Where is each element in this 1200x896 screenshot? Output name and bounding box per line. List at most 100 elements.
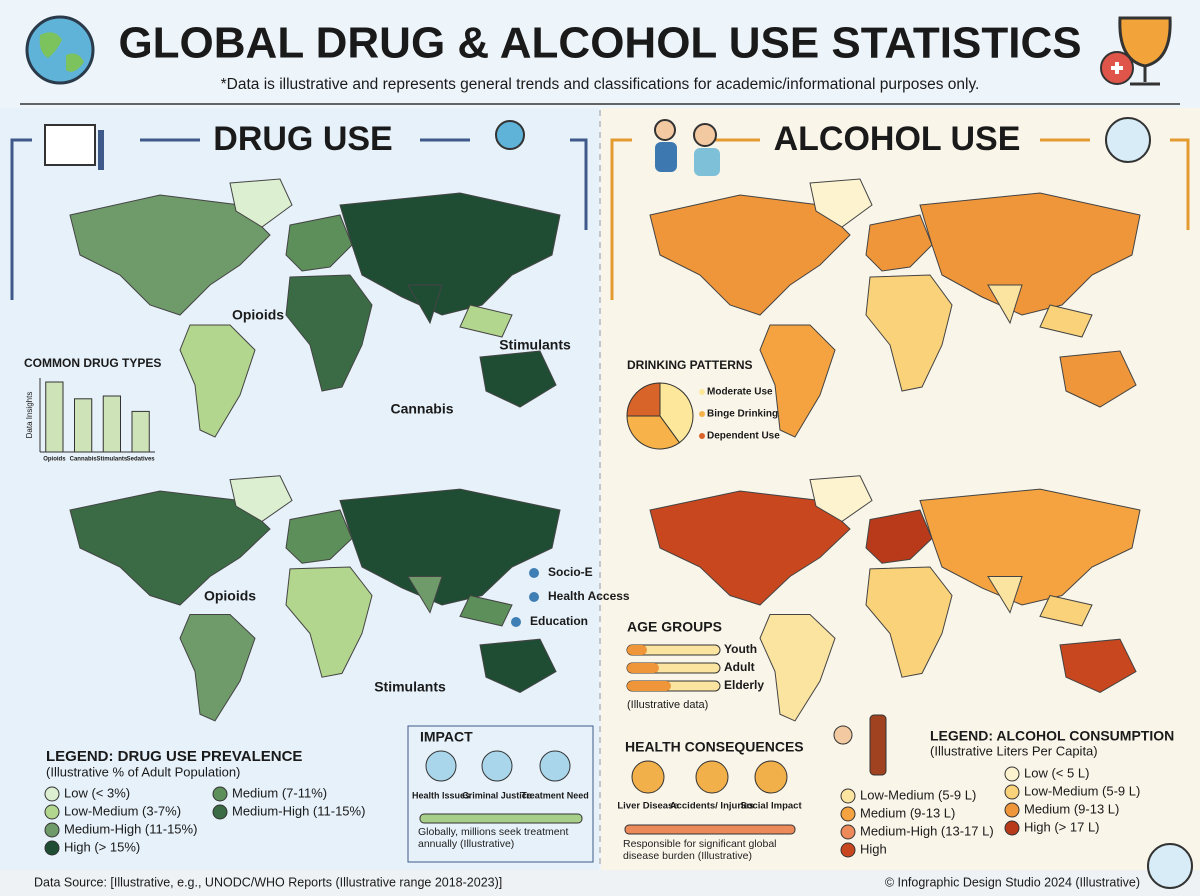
person-icon bbox=[833, 725, 853, 745]
people-icon bbox=[654, 119, 676, 141]
map-label: Opioids bbox=[204, 588, 256, 604]
health-label: Accidents/ Injuries bbox=[670, 801, 754, 812]
legend-label: Low (< 3%) bbox=[64, 785, 130, 800]
health-icon bbox=[695, 760, 729, 794]
drug-frame bbox=[10, 138, 588, 300]
map-region bbox=[285, 566, 373, 678]
map-region bbox=[69, 194, 271, 316]
legend-swatch bbox=[840, 824, 856, 840]
chart-y-label: Data Insights bbox=[25, 392, 34, 439]
impact-note: Globally, millions seek treatment annual… bbox=[418, 826, 569, 850]
legend-swatch bbox=[44, 822, 60, 838]
impact-box bbox=[407, 725, 594, 863]
chart-title: COMMON DRUG TYPES bbox=[24, 356, 161, 370]
legend-swatch bbox=[44, 786, 60, 802]
age-title: AGE GROUPS bbox=[627, 619, 722, 635]
age-note: (Illustrative data) bbox=[627, 699, 708, 711]
map-region bbox=[865, 214, 933, 272]
factor-icon bbox=[529, 568, 539, 578]
header-bg bbox=[0, 0, 1200, 108]
age-label: Adult bbox=[724, 660, 755, 674]
map-region bbox=[987, 576, 1023, 614]
impact-icon bbox=[539, 750, 571, 782]
map-region bbox=[865, 509, 933, 564]
map-region bbox=[987, 284, 1023, 325]
map-region bbox=[285, 214, 353, 272]
legend-swatch bbox=[840, 806, 856, 822]
legend-swatch bbox=[1004, 820, 1020, 836]
map-region bbox=[1059, 350, 1137, 408]
presentation-icon bbox=[44, 124, 96, 166]
pie-slice bbox=[659, 382, 694, 444]
legend-swatch bbox=[1004, 802, 1020, 818]
pie-legend-dot bbox=[699, 433, 705, 439]
map-region bbox=[919, 488, 1141, 606]
drug-title: DRUG USE bbox=[213, 120, 392, 158]
map-region bbox=[1039, 304, 1093, 338]
impact-label: Health Issues bbox=[412, 790, 470, 800]
legend-swatch bbox=[212, 786, 228, 802]
bar-icon bbox=[98, 130, 104, 170]
legend-label: Low-Medium (5-9 L) bbox=[860, 787, 976, 802]
globe-small-icon bbox=[1105, 117, 1151, 163]
impact-icon bbox=[425, 750, 457, 782]
pie-slice bbox=[626, 382, 661, 417]
map-region bbox=[229, 475, 293, 522]
legend-label: Low-Medium (5-9 L) bbox=[1024, 783, 1140, 798]
pie-title: DRINKING PATTERNS bbox=[627, 358, 753, 372]
globe-land bbox=[39, 32, 84, 72]
legend-label: Medium-High (11-15%) bbox=[64, 821, 197, 836]
map-region bbox=[459, 304, 513, 338]
factor-icon bbox=[529, 592, 539, 602]
pie-legend-dot bbox=[699, 389, 705, 395]
alcohol-title: ALCOHOL USE bbox=[774, 120, 1021, 158]
medical-cross bbox=[1111, 62, 1123, 74]
factor-label: Health Access bbox=[548, 589, 630, 603]
map-region bbox=[339, 488, 561, 606]
map-region bbox=[1059, 638, 1137, 693]
impact-bar bbox=[419, 813, 583, 824]
legend-subtitle: (Illustrative % of Adult Population) bbox=[46, 764, 240, 779]
map-region bbox=[179, 324, 256, 438]
people-icon bbox=[495, 120, 525, 150]
bar-label: Stimulants bbox=[97, 457, 128, 463]
map-region bbox=[407, 284, 443, 325]
health-label: Social Impact bbox=[740, 801, 802, 812]
map-region bbox=[865, 274, 953, 392]
bar bbox=[131, 410, 150, 453]
footer-source: Data Source: [Illustrative, e.g., UNODC/… bbox=[34, 875, 502, 889]
map-region bbox=[479, 350, 557, 408]
glass-icon bbox=[1118, 16, 1172, 68]
map-region bbox=[809, 475, 873, 522]
map-label: Cannabis bbox=[390, 401, 453, 417]
pie-legend-label: Binge Drinking bbox=[707, 409, 778, 420]
globe-icon bbox=[25, 15, 95, 85]
age-bar-fill bbox=[627, 663, 659, 673]
globe-corner-icon bbox=[1147, 843, 1193, 889]
map-region bbox=[229, 178, 293, 228]
map-region bbox=[649, 194, 851, 316]
age-label: Elderly bbox=[724, 678, 764, 692]
alcohol-frame bbox=[610, 138, 1190, 300]
bar bbox=[102, 395, 121, 453]
map-region bbox=[407, 576, 443, 614]
map-region bbox=[649, 490, 851, 606]
map-region bbox=[759, 614, 836, 722]
legend-swatch bbox=[212, 804, 228, 820]
map-region bbox=[459, 594, 513, 627]
legend-swatch bbox=[1004, 766, 1020, 782]
bar-label: Opioids bbox=[43, 457, 66, 463]
health-label: Liver Disease bbox=[617, 801, 678, 812]
legend-label: Low (< 5 L) bbox=[1024, 765, 1089, 780]
map-region bbox=[865, 566, 953, 678]
page-subtitle: *Data is illustrative and represents gen… bbox=[221, 76, 980, 93]
legend-label: Medium (9-13 L) bbox=[860, 805, 955, 820]
bar bbox=[74, 398, 93, 453]
legend-label: High (> 17 L) bbox=[1024, 819, 1100, 834]
health-icon bbox=[631, 760, 665, 794]
factor-icon bbox=[511, 617, 521, 627]
people-icon bbox=[694, 148, 720, 176]
map-label: Stimulants bbox=[499, 337, 571, 353]
map-label: Opioids bbox=[232, 307, 284, 323]
